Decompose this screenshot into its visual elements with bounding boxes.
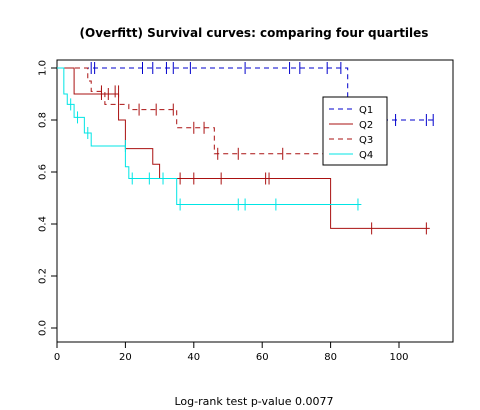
series-q4 (57, 67, 362, 211)
y-tick-label: 0.0 (38, 320, 49, 336)
y-tick-label: 1.0 (38, 60, 49, 76)
y-axis: 0.0 0.2 0.4 0.6 0.8 1.0 (38, 60, 57, 336)
x-tick-label: 100 (389, 352, 408, 363)
y-tick-label: 0.2 (38, 268, 49, 284)
series-q1 (57, 62, 437, 126)
logrank-annotation: Log-rank test p-value 0.0077 (174, 395, 333, 408)
legend-label: Q3 (359, 135, 373, 146)
series-line-q3 (57, 67, 331, 155)
x-tick-label: 80 (324, 352, 337, 363)
legend-label: Q1 (359, 105, 373, 116)
x-tick-label: 60 (256, 352, 269, 363)
legend-label: Q2 (359, 120, 373, 131)
y-tick-label: 0.6 (38, 164, 49, 180)
y-tick-label: 0.8 (38, 112, 49, 128)
series-q3 (57, 67, 331, 160)
series-line-q4 (57, 67, 362, 205)
x-tick-label: 0 (54, 352, 60, 363)
series-line-q1 (57, 67, 437, 121)
legend: Q1 Q2 Q3 Q4 (322, 96, 388, 166)
legend-box (322, 96, 388, 166)
x-tick-label: 40 (187, 352, 200, 363)
x-tick-label: 20 (119, 352, 132, 363)
y-tick-label: 0.4 (38, 216, 49, 232)
series-line-q2 (57, 67, 430, 229)
legend-label: Q4 (359, 150, 373, 161)
plot-frame (56, 59, 454, 343)
series-layer (57, 62, 437, 235)
x-axis: 0 20 40 60 80 100 (54, 342, 409, 363)
chart-title: (Overfitt) Survival curves: comparing fo… (80, 26, 429, 40)
